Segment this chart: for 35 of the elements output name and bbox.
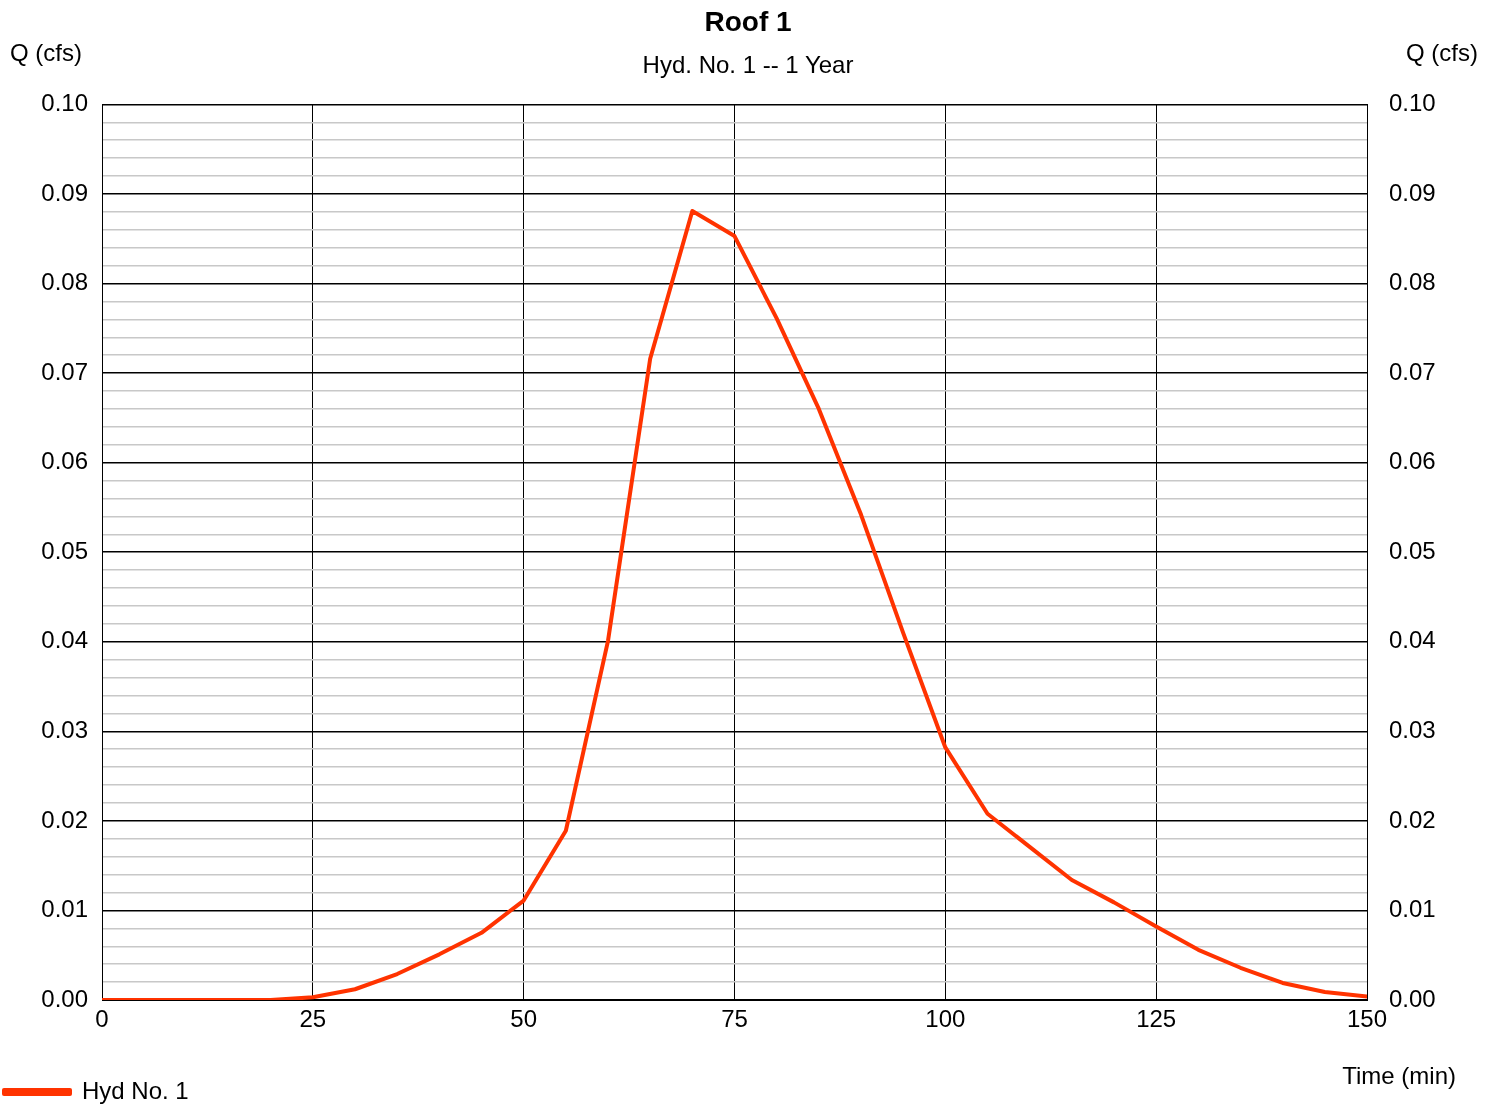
x-tick-label: 0 bbox=[95, 1005, 109, 1033]
y-tick-label: 0.10 bbox=[41, 89, 88, 117]
y2-tick-label: 0.07 bbox=[1389, 357, 1436, 385]
y-tick-label: 0.07 bbox=[41, 357, 88, 385]
chart-subtitle: Hyd. No. 1 -- 1 Year bbox=[642, 50, 854, 78]
legend-label: Hyd No. 1 bbox=[82, 1076, 189, 1104]
y-tick-label: 0.04 bbox=[41, 626, 88, 654]
x-tick-label: 100 bbox=[925, 1005, 966, 1033]
y-tick-label: 0.02 bbox=[41, 805, 88, 833]
x-tick-label: 75 bbox=[721, 1005, 748, 1033]
y2-tick-label: 0.06 bbox=[1389, 447, 1436, 475]
x-tick-label: 150 bbox=[1346, 1005, 1388, 1033]
x-tick-label: 25 bbox=[299, 1005, 327, 1033]
chart-title: Roof 1 bbox=[704, 5, 792, 37]
y-tick-label: 0.05 bbox=[41, 536, 88, 564]
y2-tick-label: 0.10 bbox=[1389, 89, 1436, 117]
y-tick-label: 0.08 bbox=[41, 268, 88, 296]
x-tick-label: 125 bbox=[1136, 1005, 1177, 1033]
y-tick-label: 0.03 bbox=[41, 715, 88, 743]
y-tick-label: 0.06 bbox=[41, 447, 88, 475]
x-axis-title: Time (min) bbox=[1342, 1062, 1456, 1089]
y2-tick-label: 0.05 bbox=[1389, 536, 1436, 564]
x-tick-label: 50 bbox=[510, 1005, 538, 1033]
y-axis-title: Q (cfs) bbox=[10, 39, 82, 66]
y2-tick-label: 0.01 bbox=[1389, 895, 1436, 923]
y2-tick-label: 0.00 bbox=[1389, 984, 1436, 1012]
y2-tick-label: 0.04 bbox=[1389, 626, 1436, 654]
y2-tick-label: 0.09 bbox=[1389, 178, 1436, 206]
y-tick-label: 0.00 bbox=[41, 984, 88, 1012]
y2-tick-label: 0.03 bbox=[1389, 715, 1436, 743]
y-tick-label: 0.01 bbox=[41, 895, 88, 923]
y2-axis-title: Q (cfs) bbox=[1406, 39, 1478, 66]
y2-tick-label: 0.08 bbox=[1389, 268, 1436, 296]
y2-tick-label: 0.02 bbox=[1389, 805, 1436, 833]
y-tick-label: 0.09 bbox=[41, 178, 88, 206]
